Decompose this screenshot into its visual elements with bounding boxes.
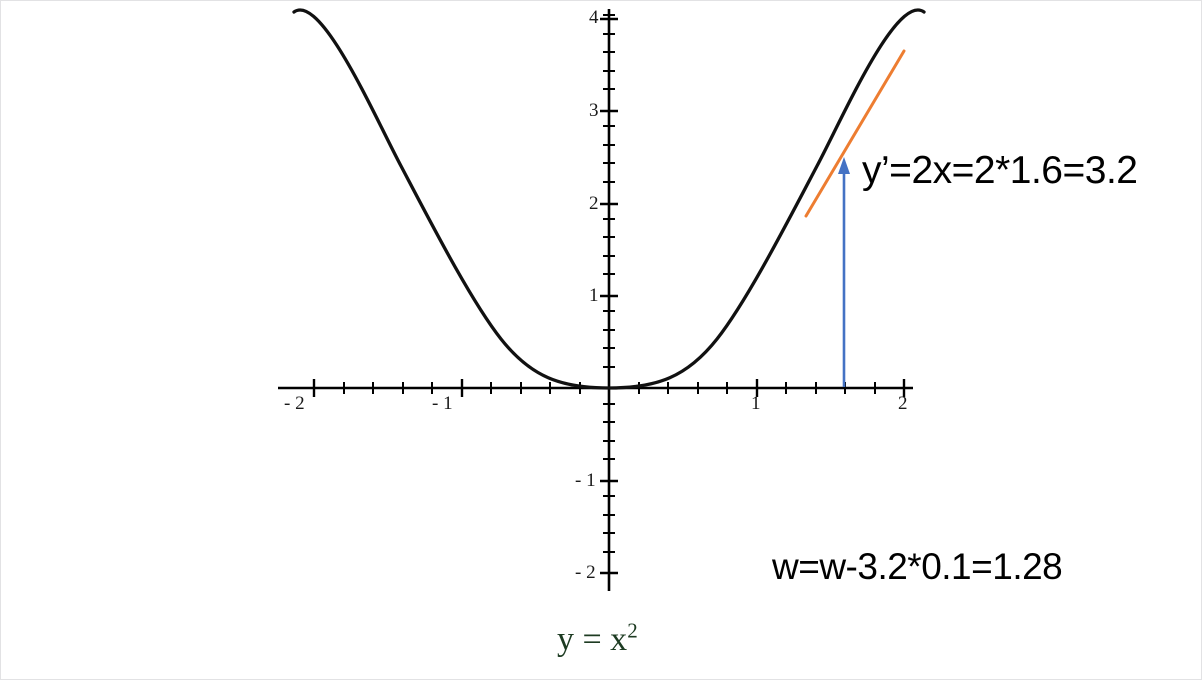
y-tick-label--1: - 1 [575, 470, 596, 491]
y-axis-major-ticks [600, 17, 618, 575]
y-axis-minor-ticks [603, 14, 615, 553]
x-axis-major-ticks [312, 379, 906, 397]
y-tick-label-4: 4 [589, 7, 599, 28]
function-label-exponent: 2 [627, 618, 638, 643]
derivative-annotation: y’=2x=2*1.6=3.2 [862, 149, 1138, 192]
y-tick-label-2: 2 [589, 193, 599, 214]
function-label: y = x2 [557, 618, 638, 659]
tangent-line [804, 49, 906, 218]
y-tick-label-1: 1 [589, 285, 599, 306]
x-tick-label--2: - 2 [284, 393, 305, 414]
x-tick-label-2: 2 [898, 393, 908, 414]
function-label-base: y = x [557, 621, 628, 658]
x-tick-label--1: - 1 [432, 393, 453, 414]
x-axis-minor-ticks [313, 382, 876, 394]
weight-update-annotation: w=w-3.2*0.1=1.28 [772, 546, 1063, 587]
y-tick-label-3: 3 [589, 100, 599, 121]
tangent-point-arrow [838, 157, 850, 387]
x-tick-label-1: 1 [751, 393, 761, 414]
y-tick-label--2: - 2 [575, 562, 596, 583]
parabola-curve [292, 8, 926, 390]
